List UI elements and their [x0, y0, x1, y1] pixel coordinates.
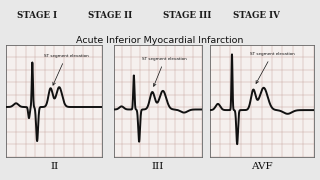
Text: STAGE I: STAGE I — [17, 11, 57, 20]
Text: II: II — [50, 162, 59, 171]
Text: Acute Inferior Myocardial Infarction: Acute Inferior Myocardial Infarction — [76, 36, 244, 45]
Text: STAGE III: STAGE III — [163, 11, 212, 20]
Text: STAGE II: STAGE II — [88, 11, 132, 20]
Text: STAGE IV: STAGE IV — [233, 11, 279, 20]
Text: III: III — [151, 162, 164, 171]
Text: AVF: AVF — [251, 162, 272, 171]
